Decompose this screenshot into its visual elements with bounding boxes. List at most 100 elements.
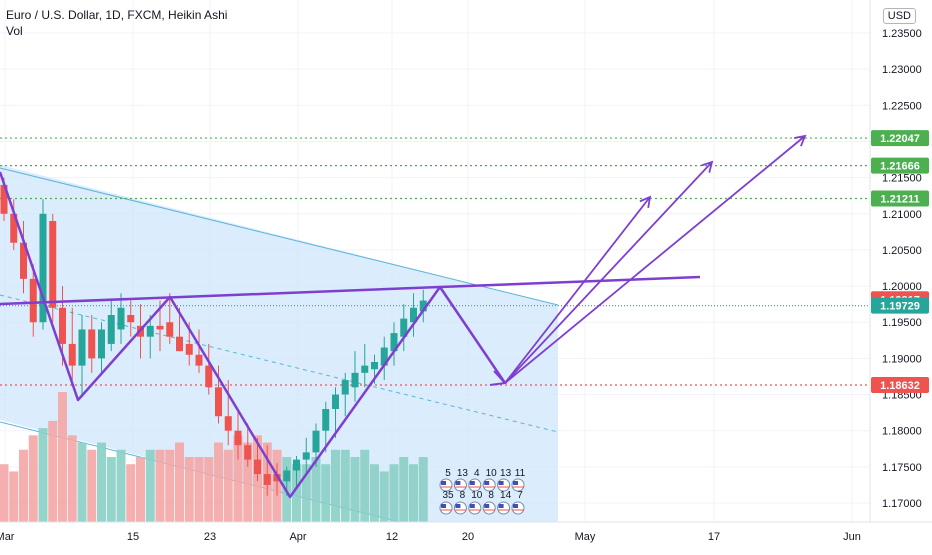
- volume-bar: [399, 457, 409, 522]
- volume-bar: [28, 435, 38, 522]
- candle-body: [146, 325, 154, 337]
- volume-bar: [409, 464, 418, 522]
- candle-body: [322, 409, 330, 431]
- volume-bar: [87, 449, 97, 522]
- candle-body: [419, 300, 427, 312]
- time-tick-label: 23: [204, 531, 216, 543]
- candle-body: [68, 343, 76, 366]
- volume-bar: [38, 428, 48, 522]
- price-tick-label: 1.21500: [882, 173, 922, 185]
- legend: Euro / U.S. Dollar, 1D, FXCM, Heikin Ash…: [6, 7, 227, 39]
- price-level-label: 1.22047: [880, 133, 920, 145]
- candle-body: [400, 318, 408, 337]
- candle-body: [215, 387, 222, 417]
- time-tick-label: May: [575, 531, 596, 543]
- price-tick-label: 1.23000: [882, 64, 922, 76]
- price-level-label: 1.21211: [880, 194, 919, 206]
- candle-body: [234, 430, 242, 446]
- price-axis-bg: [870, 0, 932, 550]
- candle-body: [390, 333, 398, 352]
- time-tick-label: 20: [462, 531, 474, 543]
- candle-body: [351, 372, 359, 388]
- volume-bar: [243, 442, 253, 522]
- candle-body: [410, 307, 417, 323]
- volume-bar: [9, 471, 19, 522]
- event-count: 10: [486, 468, 498, 479]
- event-count: 5: [445, 468, 451, 479]
- time-tick-label: 17: [708, 531, 720, 543]
- volume-bar: [331, 449, 340, 522]
- projection-arrow-1: [504, 196, 651, 384]
- flag-canton: [441, 481, 446, 485]
- flag-canton: [484, 481, 490, 485]
- candle-body: [195, 354, 203, 366]
- volume-bar: [194, 457, 204, 522]
- symbol-title: Euro / U.S. Dollar, 1D, FXCM, Heikin Ash…: [6, 8, 228, 22]
- volume-bar: [214, 442, 223, 522]
- candle-body: [254, 459, 261, 475]
- candle-body: [263, 474, 271, 485]
- currency-badge[interactable]: USD: [882, 8, 916, 24]
- volume-indicator-label: Vol: [6, 24, 23, 38]
- flag-canton: [513, 504, 518, 508]
- price-tick-label: 1.19500: [882, 317, 922, 329]
- volume-bar: [350, 457, 360, 522]
- candle-body: [380, 347, 388, 366]
- candle-body: [107, 315, 115, 344]
- channel-fill: [0, 165, 558, 522]
- volume-bar: [292, 464, 301, 522]
- candle-body: [361, 365, 369, 373]
- volume-bar: [321, 464, 331, 522]
- candle-body: [156, 325, 164, 330]
- price-level-badge: [871, 157, 929, 174]
- event-count: 13: [500, 468, 512, 479]
- time-tick-label: Mar: [0, 531, 15, 543]
- price-tick-label: 1.19000: [882, 353, 922, 365]
- candle-body: [88, 329, 96, 359]
- flag-canton: [469, 504, 475, 508]
- price-tick-label: 1.17000: [882, 498, 922, 510]
- flag-canton: [513, 481, 518, 485]
- volume-bar: [19, 449, 28, 522]
- volume-bar: [311, 457, 321, 522]
- price-tick-label: 1.18000: [882, 426, 922, 438]
- candle-body: [332, 394, 339, 409]
- candle-body: [205, 365, 213, 388]
- candle-body: [312, 430, 320, 453]
- channel-upper-line: [0, 167, 559, 306]
- flag-canton: [498, 481, 504, 485]
- time-tick-label: Apr: [289, 531, 306, 543]
- price-level-badge: [871, 297, 929, 314]
- volume-bar: [340, 449, 350, 522]
- volume-bar: [126, 464, 136, 522]
- projection-arrow-3: [504, 135, 806, 384]
- flag-canton: [484, 504, 490, 508]
- volume-bar: [145, 449, 155, 522]
- candle-body: [371, 362, 378, 370]
- arrow-head: [701, 160, 714, 173]
- price-tick-label: 1.17500: [882, 462, 922, 474]
- price-level-label: 1.19729: [880, 301, 920, 313]
- volume-bar: [379, 471, 389, 522]
- candle-body: [283, 470, 291, 482]
- volume-bar: [184, 457, 194, 522]
- price-tick-label: 1.20000: [882, 281, 922, 293]
- event-count: 10: [471, 490, 483, 501]
- drawings[interactable]: [0, 134, 807, 499]
- volume-bar: [301, 464, 311, 522]
- candle-body: [224, 416, 232, 431]
- candle-body: [166, 322, 174, 337]
- time-axis-bg: [0, 522, 932, 550]
- volume-bar: [223, 449, 233, 522]
- candle-body: [78, 329, 86, 366]
- volume-bar: [48, 420, 58, 522]
- projection-arrow-2: [504, 161, 713, 384]
- volume-bars: [0, 392, 428, 522]
- candle-body: [117, 307, 125, 330]
- arrow-head: [639, 195, 652, 209]
- flag-canton: [455, 504, 461, 508]
- arrow-head: [794, 134, 807, 147]
